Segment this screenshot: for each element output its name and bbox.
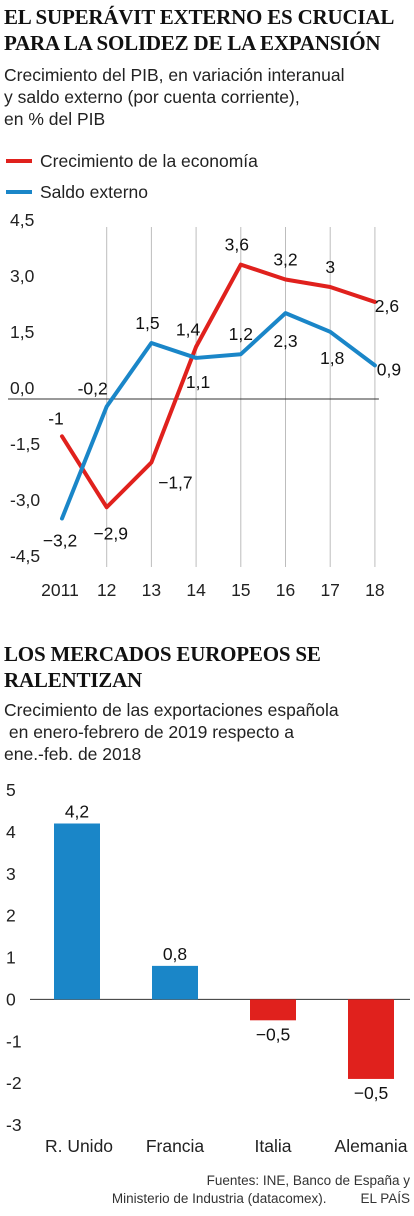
data-label-economy: 1,4 bbox=[176, 320, 201, 340]
bar-chart-title-text: LOS MERCADOS EUROPEOS SE RALENTIZAN bbox=[4, 642, 321, 692]
line-x-axis: 2011 12 13 14 15 16 17 18 bbox=[41, 580, 384, 600]
y-tick-label: 2 bbox=[6, 906, 16, 926]
x-tick-label: 14 bbox=[186, 580, 206, 600]
y-tick-label: 3,0 bbox=[10, 266, 35, 286]
data-label-external: 2,3 bbox=[273, 331, 297, 351]
legend-label-economy: Crecimiento de la economía bbox=[40, 151, 258, 171]
data-label-external: −3,2 bbox=[43, 530, 78, 550]
y-tick-label: 0 bbox=[6, 989, 16, 1009]
y-tick-label: -3 bbox=[6, 1115, 22, 1135]
x-tick-label: R. Unido bbox=[45, 1136, 113, 1156]
data-label-external: 1,8 bbox=[320, 348, 344, 368]
x-tick-label: Francia bbox=[146, 1136, 205, 1156]
data-label-external: 0,9 bbox=[377, 359, 401, 379]
publisher-credit: EL PAÍS bbox=[360, 1191, 410, 1206]
y-tick-label: 1 bbox=[6, 948, 16, 968]
line-chart-subtitle-line: y saldo externo (por cuenta corriente), bbox=[4, 87, 300, 107]
bar-x-axis: R. Unido Francia Italia Alemania bbox=[45, 1136, 408, 1156]
bar bbox=[250, 999, 296, 1021]
x-tick-label: Alemania bbox=[335, 1136, 408, 1156]
data-label-economy: −1,7 bbox=[158, 472, 193, 492]
x-tick-label: 17 bbox=[320, 580, 339, 600]
data-label-economy: 2,6 bbox=[375, 296, 399, 316]
data-label-economy: 3,6 bbox=[225, 235, 249, 255]
legend-label-external: Saldo externo bbox=[40, 182, 148, 202]
bar-series: 4,2 0,8 −0,5 −0,5 bbox=[54, 802, 394, 1103]
line-grid bbox=[8, 227, 379, 567]
x-tick-label: 13 bbox=[142, 580, 161, 600]
line-chart: Crecimiento de la economía Saldo externo… bbox=[6, 151, 401, 600]
source-line-2: Ministerio de Industria (datacomex). EL … bbox=[112, 1190, 410, 1208]
line-chart-subtitle: Crecimiento del PIB, en variación intera… bbox=[4, 64, 344, 130]
line-legend: Crecimiento de la economía Saldo externo bbox=[6, 151, 258, 202]
data-label-economy: 3,2 bbox=[273, 250, 297, 270]
bar bbox=[348, 999, 394, 1079]
source-line-1: Fuentes: INE, Banco de España y bbox=[206, 1173, 410, 1188]
y-tick-label: 4,5 bbox=[10, 210, 34, 230]
data-label-external: 1,2 bbox=[229, 324, 253, 344]
bar-y-axis: 5 4 3 2 1 0 -1 -2 -3 bbox=[6, 780, 410, 1135]
y-tick-label: 0,0 bbox=[10, 378, 35, 398]
x-tick-label: 16 bbox=[276, 580, 295, 600]
x-tick-label: 18 bbox=[365, 580, 384, 600]
bar bbox=[54, 823, 100, 1000]
series-line-economy bbox=[60, 262, 377, 510]
line-series bbox=[60, 262, 377, 521]
y-tick-label: 1,5 bbox=[10, 322, 34, 342]
x-tick-label: 12 bbox=[97, 580, 116, 600]
y-tick-label: -3,0 bbox=[10, 490, 40, 510]
line-chart-subtitle-line: Crecimiento del PIB, en variación intera… bbox=[4, 65, 345, 85]
y-tick-label: -1,5 bbox=[10, 434, 40, 454]
y-tick-label: -1 bbox=[6, 1031, 22, 1051]
bar-chart-subtitle-line: Crecimiento de las exportaciones español… bbox=[4, 700, 339, 720]
bar-chart: 5 4 3 2 1 0 -1 -2 -3 4,2 0,8 −0,5 −0,5 R. Unido Fran… bbox=[6, 780, 410, 1156]
y-tick-label: -4,5 bbox=[10, 546, 40, 566]
bar-value-label: −0,5 bbox=[256, 1024, 291, 1044]
data-label-economy: -1 bbox=[48, 408, 64, 428]
data-label-economy: 3 bbox=[325, 257, 335, 277]
x-tick-label: 2011 bbox=[41, 580, 79, 600]
y-tick-label: 4 bbox=[6, 822, 16, 842]
line-data-labels: -1 −2,9 −1,7 1,4 3,6 3,2 3 2,6 −3,2 -0,2 1,5 1,1 1,2… bbox=[43, 235, 401, 551]
y-tick-label: 3 bbox=[6, 864, 16, 884]
bar-value-label: −0,5 bbox=[354, 1083, 389, 1103]
data-label-external: 1,5 bbox=[135, 313, 159, 333]
line-chart-subtitle-line: en % del PIB bbox=[4, 109, 106, 129]
line-chart-title: EL SUPERÁVIT EXTERNO ES CRUCIAL PARA LA … bbox=[4, 5, 394, 55]
x-tick-label: Italia bbox=[255, 1136, 292, 1156]
series-line-external bbox=[60, 311, 377, 521]
bar-value-label: 0,8 bbox=[163, 944, 187, 964]
data-label-external: -0,2 bbox=[78, 378, 108, 398]
bar-chart-title: LOS MERCADOS EUROPEOS SE RALENTIZAN bbox=[4, 641, 334, 693]
x-tick-label: 15 bbox=[231, 580, 250, 600]
source-footer: Fuentes: INE, Banco de España y Minister… bbox=[112, 1172, 410, 1208]
bar-chart-subtitle: Crecimiento de las exportaciones español… bbox=[4, 699, 339, 765]
bar-value-label: 4,2 bbox=[65, 802, 89, 822]
data-label-external: 1,1 bbox=[186, 372, 210, 392]
bar-chart-subtitle-line: ene.-feb. de 2018 bbox=[4, 744, 142, 764]
source-ministry: Ministerio de Industria (datacomex). bbox=[111, 1191, 327, 1206]
line-y-axis: 4,5 3,0 1,5 0,0 -1,5 -3,0 -4,5 bbox=[10, 210, 40, 566]
y-tick-label: -2 bbox=[6, 1073, 22, 1093]
bar bbox=[152, 965, 198, 1000]
y-tick-label: 5 bbox=[6, 780, 16, 800]
data-label-economy: −2,9 bbox=[93, 523, 128, 543]
bar-chart-subtitle-line: en enero-febrero de 2019 respecto a bbox=[4, 722, 294, 742]
